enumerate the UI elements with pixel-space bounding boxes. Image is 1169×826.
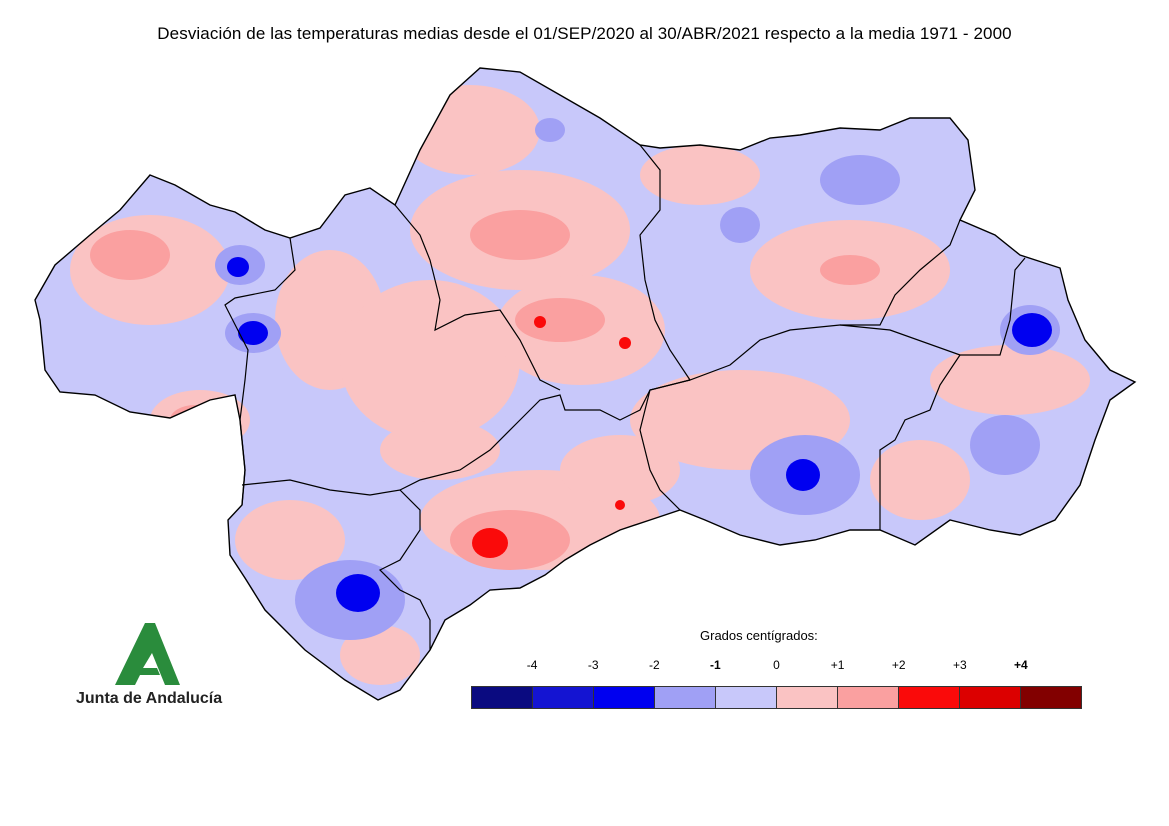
map-title: Desviación de las temperaturas medias de… bbox=[157, 24, 1012, 43]
legend-swatch bbox=[777, 687, 838, 708]
legend-swatch bbox=[1021, 687, 1081, 708]
legend-swatch bbox=[899, 687, 960, 708]
legend-tick-label: -4 bbox=[526, 658, 538, 672]
legend-tick-label: +3 bbox=[952, 658, 967, 672]
legend-swatch bbox=[716, 687, 777, 708]
legend-tick-label: +1 bbox=[830, 658, 845, 672]
province-borders bbox=[224, 144, 1026, 650]
legend-swatch bbox=[655, 687, 716, 708]
legend-swatch bbox=[594, 687, 655, 708]
legend-swatch bbox=[838, 687, 899, 708]
logo-text: Junta de Andalucía bbox=[76, 690, 223, 707]
legend-tick-label: +2 bbox=[891, 658, 906, 672]
legend-tick-label: -2 bbox=[648, 658, 660, 672]
legend-swatch bbox=[960, 687, 1021, 708]
legend-tick-label: -3 bbox=[587, 658, 599, 672]
junta-logo bbox=[115, 623, 180, 685]
legend-tick-label: +4 bbox=[1014, 658, 1028, 672]
legend-swatch bbox=[472, 687, 533, 708]
legend-title: Grados centígrados: bbox=[700, 628, 818, 643]
legend-tick-label: -1 bbox=[710, 658, 721, 672]
legend-swatch bbox=[533, 687, 594, 708]
color-scale bbox=[471, 686, 1082, 709]
anomaly-field bbox=[35, 68, 1135, 700]
legend-tick-label: 0 bbox=[773, 658, 780, 672]
